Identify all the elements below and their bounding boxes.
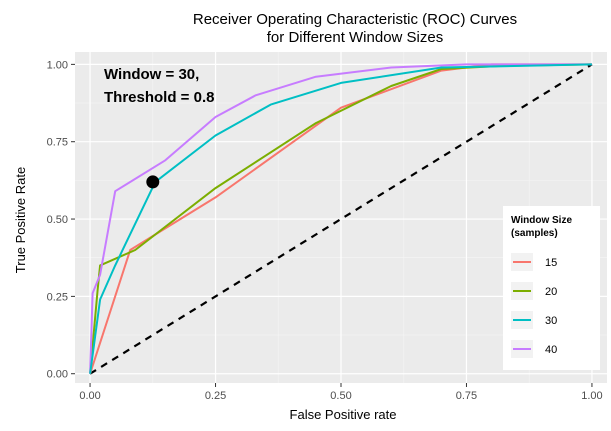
chart-title-line2: for Different Window Sizes: [267, 29, 443, 46]
tick-layer: 0.00 0.25 0.50 0.75 1.00 0.00 0.25 0.50 0.75 1.00: [47, 59, 603, 402]
y-tick-label: 0.50: [47, 214, 68, 226]
series-line-30: [89, 63, 592, 374]
annotation-line2: Threshold = 0.8: [104, 89, 214, 106]
highlight-layer: [146, 175, 160, 189]
y-tick-label: 1.00: [47, 59, 68, 71]
chart-title-line1: Receiver Operating Characteristic (ROC) …: [193, 11, 517, 28]
y-tick-label: 0.25: [47, 291, 68, 303]
annotation-line1: Window = 30,: [104, 66, 199, 83]
series-line-40: [89, 63, 592, 374]
highlight-point: [146, 175, 160, 189]
legend: Window Size (samples) 15 20 30 40: [503, 206, 600, 370]
y-tick-label: 0.00: [47, 369, 68, 381]
x-tick-label: 0.00: [79, 390, 100, 402]
legend-label-15: 15: [545, 257, 557, 269]
series-layer: [89, 63, 592, 375]
grid-lines: [75, 52, 607, 383]
x-tick-label: 1.00: [581, 390, 602, 402]
x-tick-label: 0.75: [456, 390, 477, 402]
y-tick-label: 0.75: [47, 137, 68, 149]
x-axis-title: False Positive rate: [290, 407, 397, 422]
x-tick-label: 0.25: [205, 390, 226, 402]
legend-items: 15 20 30 40: [511, 253, 557, 358]
legend-title-line1: Window Size: [511, 215, 572, 226]
legend-title-line2: (samples): [511, 228, 558, 239]
legend-label-40: 40: [545, 344, 557, 356]
y-axis-title: True Positive Rate: [13, 167, 28, 273]
legend-label-30: 30: [545, 315, 557, 327]
legend-label-20: 20: [545, 286, 557, 298]
x-tick-label: 0.50: [330, 390, 351, 402]
